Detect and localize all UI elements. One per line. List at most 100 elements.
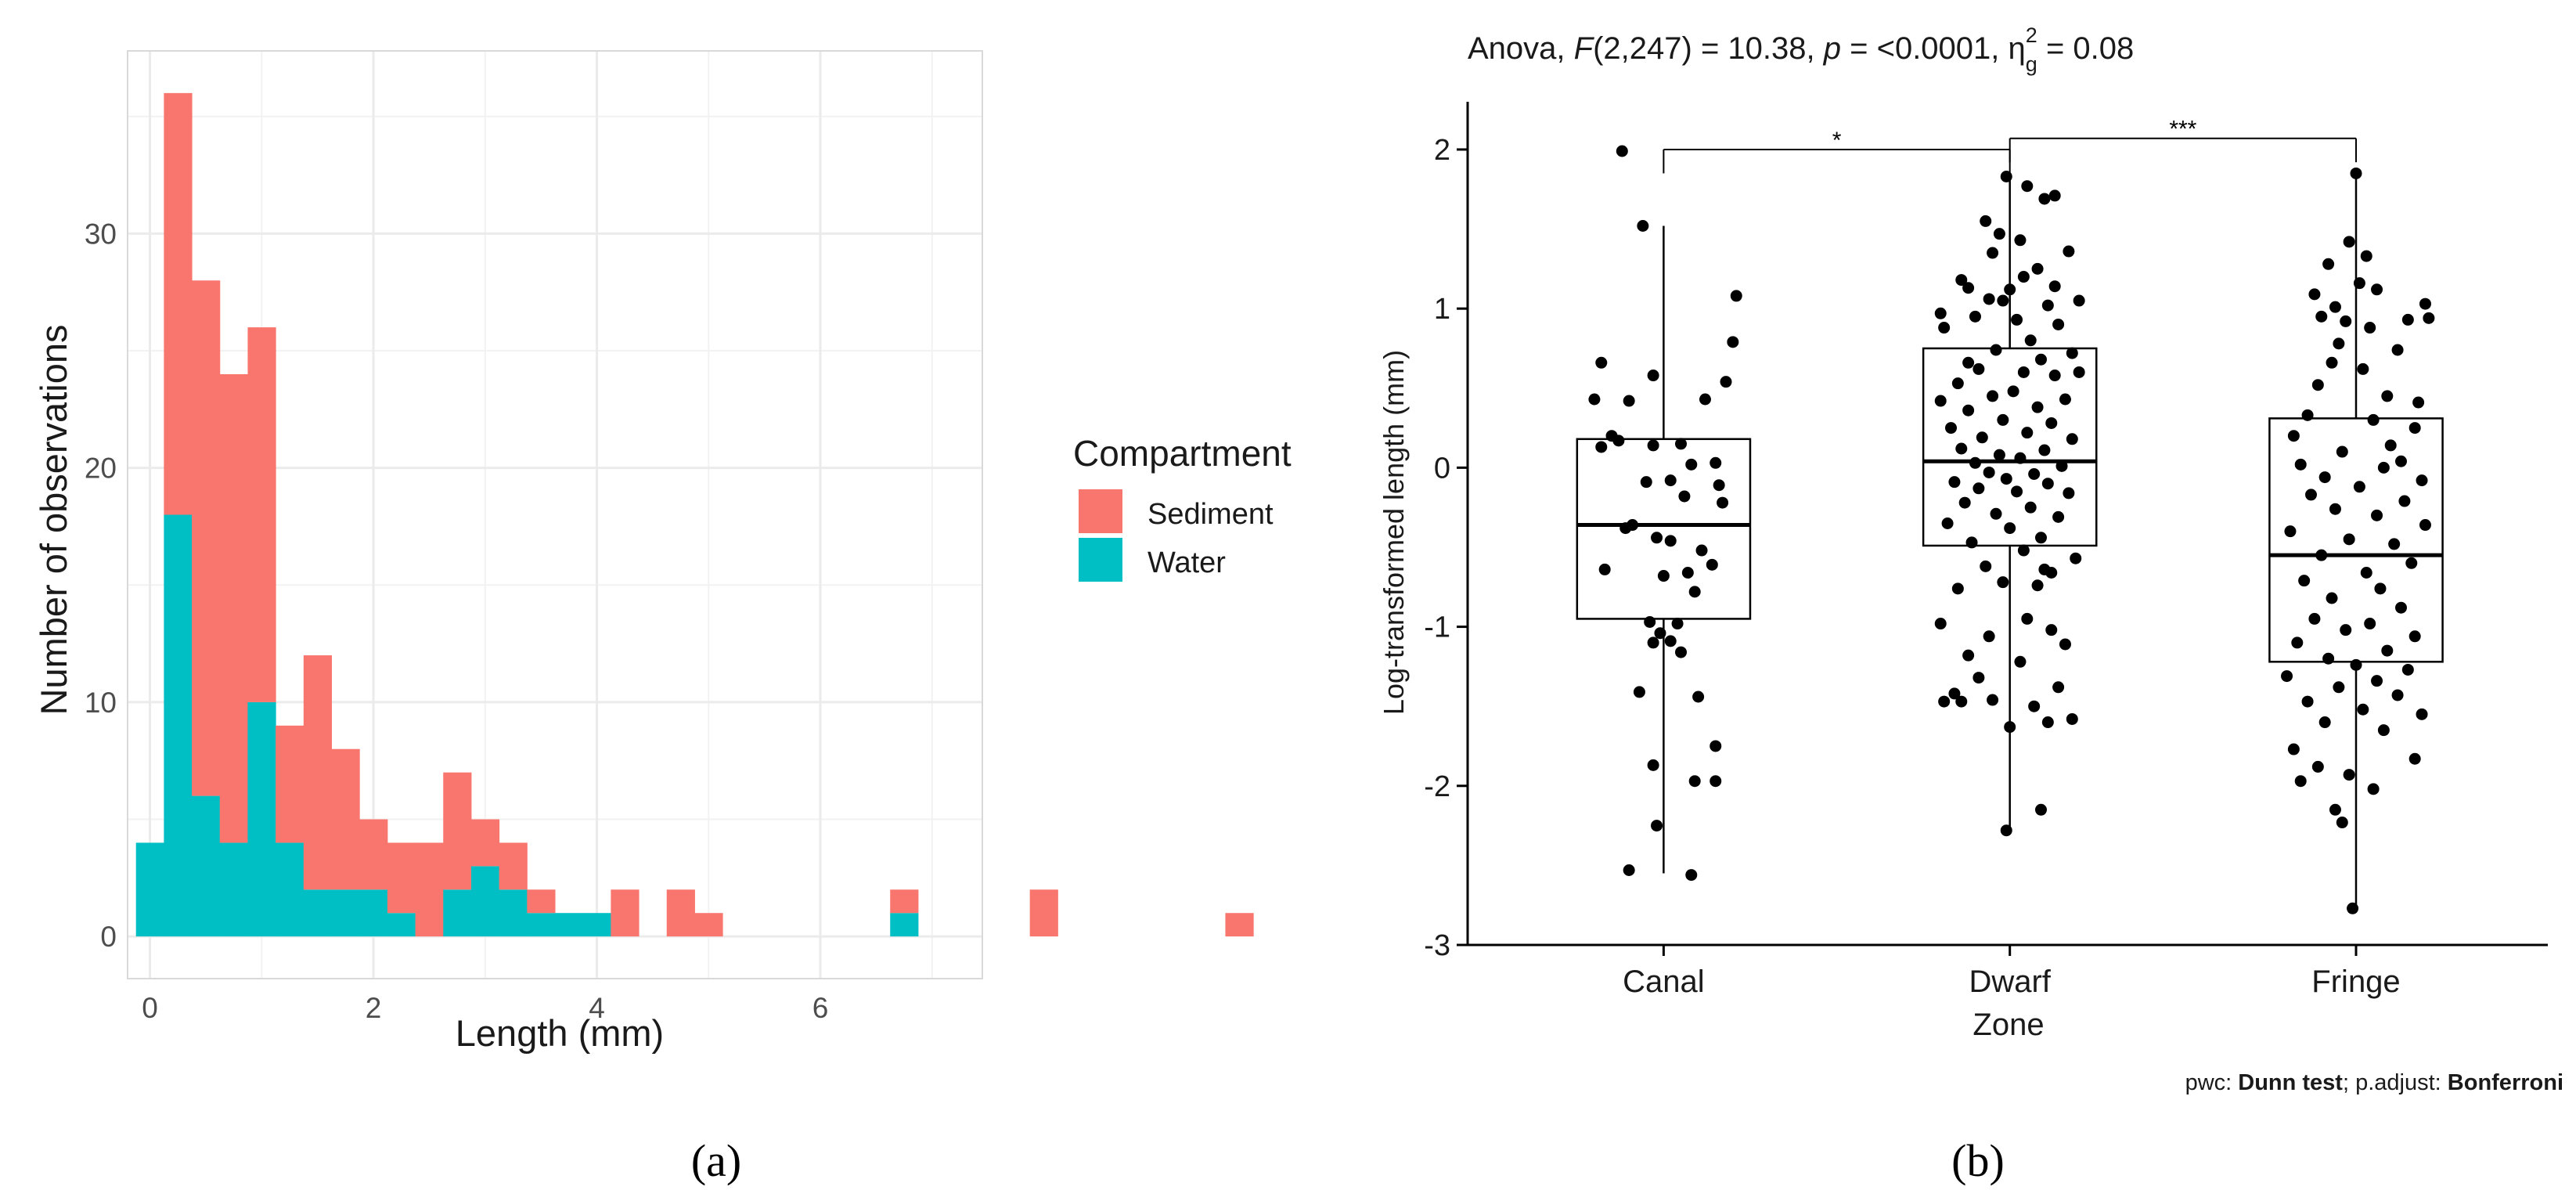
jitter-point	[1934, 618, 1947, 630]
jitter-point	[2364, 618, 2376, 630]
jitter-point	[2004, 522, 2016, 535]
jitter-point	[2336, 445, 2348, 458]
jitter-point	[2336, 817, 2348, 829]
jitter-point	[1695, 544, 1708, 557]
histogram-bar-sediment	[694, 913, 723, 937]
jitter-point	[2374, 582, 2387, 595]
jitter-point	[1612, 435, 1625, 447]
histogram-bar-sediment	[611, 889, 639, 937]
jitter-point	[2340, 624, 2352, 636]
jitter-point	[2035, 353, 2047, 366]
jitter-point	[1730, 290, 1742, 302]
title-prefix: Anova,	[1468, 31, 1574, 66]
jitter-point	[1997, 413, 2009, 426]
jitter-point	[1969, 456, 1981, 469]
jitter-point	[1627, 519, 1639, 532]
jitter-point	[1633, 686, 1645, 698]
jitter-point	[2371, 283, 2383, 296]
jitter-point	[2405, 557, 2418, 569]
jitter-point	[2367, 783, 2380, 795]
jitter-point	[2315, 549, 2328, 561]
jitter-point	[2381, 644, 2394, 657]
jitter-point	[2000, 473, 2012, 485]
legend-swatch-water	[1079, 538, 1122, 582]
jitter-point	[2377, 724, 2390, 737]
jitter-point	[2371, 675, 2383, 687]
significance-label: ***	[2169, 117, 2196, 142]
jitter-point	[2017, 366, 2030, 378]
histogram-y-axis-label: Number of observations	[33, 325, 74, 716]
jitter-point	[2028, 700, 2041, 712]
histogram-y-tick-label: 0	[100, 921, 117, 953]
jitter-point	[1647, 759, 1659, 771]
jitter-point	[1727, 336, 1739, 348]
jitter-point	[2287, 430, 2300, 442]
jitter-point	[1675, 646, 1687, 658]
jitter-point	[2364, 322, 2376, 334]
jitter-point	[2391, 344, 2404, 356]
boxplot-y-tick-label: -1	[1424, 611, 1450, 644]
jitter-point	[2294, 458, 2307, 471]
jitter-point	[2360, 250, 2372, 262]
jitter-point	[2038, 444, 2051, 456]
significance-brackets: * ***	[1663, 117, 2357, 174]
histogram-bar-water	[387, 913, 416, 937]
histogram-bar-water	[164, 514, 193, 937]
jitter-point	[1595, 356, 1608, 369]
jitter-point	[2408, 422, 2421, 435]
jitter-point	[1640, 476, 1652, 489]
jitter-point	[1990, 507, 2002, 520]
box-iqr	[1922, 347, 2098, 547]
jitter-point	[2000, 824, 2012, 837]
histogram-bar-water	[303, 889, 333, 937]
jitter-point	[2326, 592, 2338, 604]
caption-adjust-value: Bonferroni	[2448, 1070, 2563, 1095]
jitter-point	[2055, 460, 2068, 472]
jitter-point	[1664, 474, 1677, 487]
jitter-point	[2045, 624, 2058, 636]
jitter-point	[1997, 294, 2009, 307]
jitter-point	[2381, 390, 2394, 402]
jitter-point	[1951, 582, 1964, 595]
jitter-point	[2048, 280, 2061, 293]
jitter-point	[2305, 489, 2317, 501]
title-eta-sup: 2	[2026, 23, 2037, 47]
jitter-point	[1969, 310, 1981, 323]
jitter-point	[1713, 479, 1725, 492]
jitter-point	[2419, 519, 2431, 532]
jitter-point	[2287, 743, 2300, 755]
jitter-point	[1948, 476, 1961, 489]
histogram-bar-sediment	[331, 748, 360, 890]
jitter-point	[1717, 496, 1729, 509]
histogram-bar-water	[499, 889, 528, 937]
jitter-point	[1993, 449, 2005, 461]
jitter-point	[2038, 193, 2051, 205]
jitter-point	[2000, 171, 2012, 183]
title-f-args: (2,247) = 10.38,	[1593, 31, 1824, 66]
jitter-point	[1941, 517, 1954, 529]
jitter-point	[1685, 869, 1698, 882]
jitter-point	[2021, 427, 2034, 439]
jitter-point	[1637, 220, 1649, 233]
histogram-bar-sediment	[415, 842, 444, 937]
jitter-point	[2284, 525, 2297, 538]
histogram-bar-sediment	[359, 819, 388, 890]
caption-pwc-label: pwc:	[2185, 1070, 2239, 1095]
histogram-bar-sediment	[387, 842, 416, 914]
jitter-point	[1688, 775, 1701, 788]
jitter-point	[2021, 612, 2034, 625]
boxplot-x-axis-label: Zone	[1973, 1008, 2044, 1042]
title-eta-sub: g	[2026, 52, 2037, 76]
jitter-point	[1688, 586, 1701, 598]
jitter-point	[1938, 695, 1951, 708]
jitter-point	[1644, 615, 1656, 628]
histogram-bar-sediment	[1029, 889, 1058, 937]
jitter-point	[2395, 455, 2407, 467]
jitter-point	[1934, 395, 1947, 407]
jitter-point	[2073, 366, 2085, 378]
jitter-point	[2416, 708, 2428, 720]
jitter-point	[1973, 482, 1985, 495]
histogram-x-tick-label: 4	[589, 992, 605, 1024]
jitter-point	[1647, 636, 1659, 649]
